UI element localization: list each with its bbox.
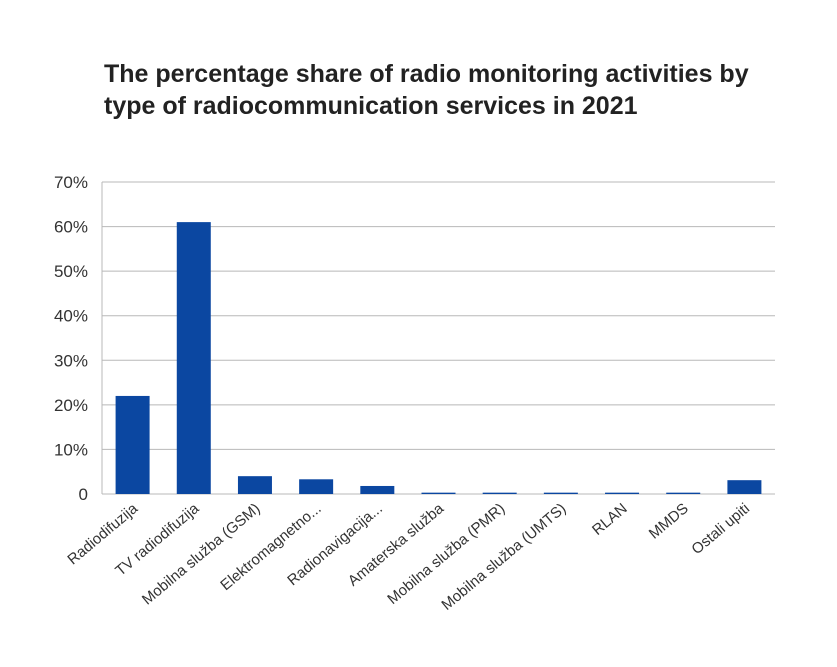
x-tick-label: MMDS <box>646 500 692 542</box>
y-tick-label: 60% <box>54 218 88 237</box>
bar <box>237 476 272 494</box>
bar <box>115 395 150 494</box>
y-tick-label: 20% <box>54 396 88 415</box>
gridlines <box>101 181 775 495</box>
y-tick-label: 40% <box>54 307 88 326</box>
bar <box>482 492 517 494</box>
bar <box>299 479 334 494</box>
bar <box>421 492 456 494</box>
y-tick-label: 30% <box>54 351 88 370</box>
bar <box>543 492 578 494</box>
bar <box>360 485 395 494</box>
bar <box>727 480 762 494</box>
chart-title: The percentage share of radio monitoring… <box>104 60 749 120</box>
bar <box>605 492 640 494</box>
x-tick-label: Mobilna služba (PMR) <box>384 500 508 608</box>
y-tick-label: 70% <box>54 173 88 192</box>
y-tick-label: 10% <box>54 440 88 459</box>
y-tick-label: 50% <box>54 262 88 281</box>
bar <box>666 492 701 494</box>
x-tick-label: RLAN <box>589 500 631 539</box>
x-tick-label: Mobilna služba (UMTS) <box>438 500 569 614</box>
y-axis-ticks: 0 10% 20% 30% 40% 50% 60% 70% <box>54 173 88 504</box>
x-tick-label: Mobilna služba (GSM) <box>139 500 264 608</box>
x-tick-label: Elektromagnetno... <box>217 500 324 594</box>
x-tick-label: Ostali upiti <box>688 500 753 558</box>
bar <box>176 222 211 494</box>
y-tick-label: 0 <box>79 485 88 504</box>
bars <box>115 222 762 494</box>
